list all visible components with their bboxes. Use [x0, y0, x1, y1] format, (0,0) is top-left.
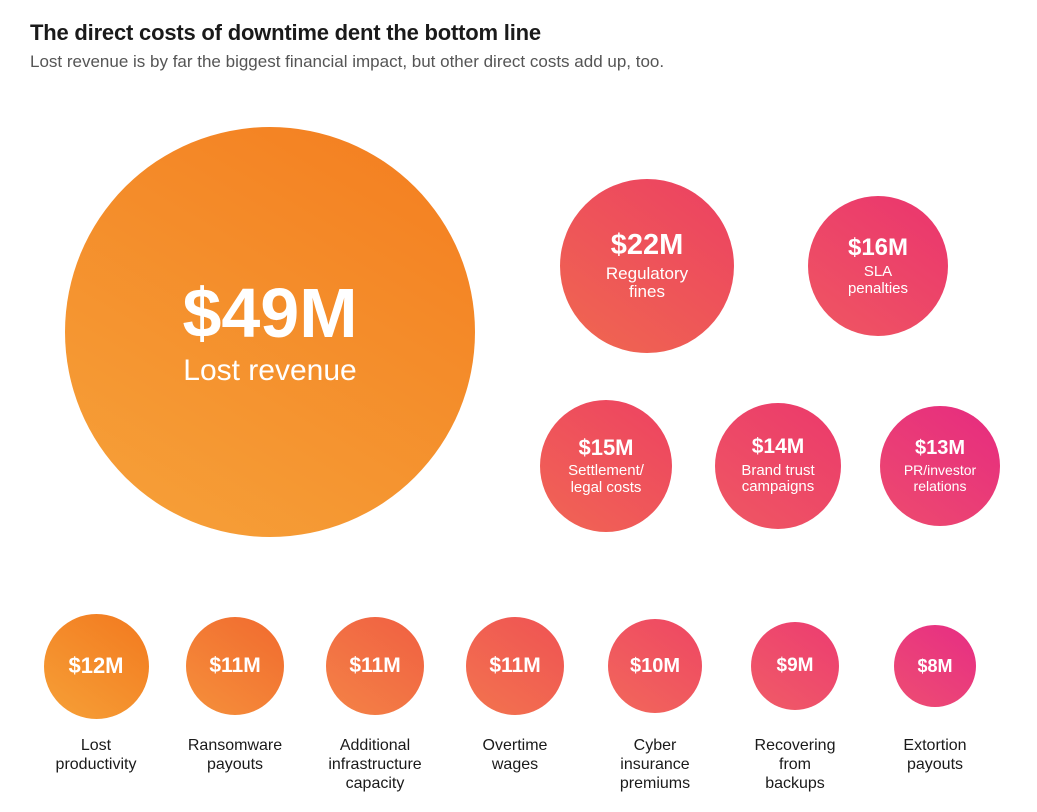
- bubble-value-brand-trust: $14M: [752, 436, 805, 458]
- bubble-lost-productivity: $12M: [44, 614, 149, 719]
- bubble-value-cyber-insurance: $10M: [630, 656, 680, 677]
- bubble-ext-label-extortion-payouts: Extortion payouts: [903, 736, 966, 774]
- bubble-ext-label-lost-productivity: Lost productivity: [56, 736, 137, 774]
- bubble-ext-label-cyber-insurance: Cyber insurance premiums: [620, 736, 690, 794]
- bubble-recovering-backups: $9M: [751, 622, 839, 710]
- bubble-ext-label-additional-infra: Additional infrastructure capacity: [328, 736, 421, 794]
- bubble-value-overtime-wages: $11M: [489, 655, 540, 677]
- bubble-ext-label-overtime-wages: Overtime wages: [483, 736, 548, 774]
- bubble-value-recovering-backups: $9M: [777, 656, 814, 676]
- bubble-sla-penalties: $16M SLA penalties: [808, 196, 948, 336]
- bubble-value-extortion-payouts: $8M: [917, 657, 952, 676]
- page: The direct costs of downtime dent the bo…: [0, 0, 1037, 812]
- bubble-extortion-payouts: $8M: [894, 625, 976, 707]
- bubble-ransomware: $11M: [186, 617, 284, 715]
- bubble-label-pr-investor: PR/investor relations: [904, 463, 976, 494]
- bubble-value-pr-investor: $13M: [915, 438, 965, 459]
- bubble-label-regulatory-fines: Regulatory fines: [606, 265, 688, 302]
- bubble-cyber-insurance: $10M: [608, 619, 702, 713]
- bubble-regulatory-fines: $22M Regulatory fines: [560, 179, 734, 353]
- bubble-value-lost-productivity: $12M: [68, 654, 123, 677]
- bubble-settlement-legal: $15M Settlement/ legal costs: [540, 400, 672, 532]
- bubble-label-sla-penalties: SLA penalties: [848, 264, 908, 297]
- bubble-label-brand-trust: Brand trust campaigns: [741, 463, 814, 496]
- bubble-value-ransomware: $11M: [209, 655, 260, 677]
- bubble-value-lost-revenue: $49M: [182, 277, 357, 351]
- bubble-chart-canvas: $49MLost revenue $22M Regulatory fines $16M…: [30, 96, 1007, 796]
- bubble-overtime-wages: $11M: [466, 617, 564, 715]
- bubble-brand-trust: $14M Brand trust campaigns: [715, 403, 841, 529]
- bubble-value-regulatory-fines: $22M: [611, 230, 684, 260]
- bubble-additional-infra: $11M: [326, 617, 424, 715]
- bubble-value-additional-infra: $11M: [349, 655, 400, 677]
- bubble-value-settlement-legal: $15M: [578, 436, 633, 459]
- bubble-label-lost-revenue: Lost revenue: [183, 354, 356, 387]
- bubble-lost-revenue: $49MLost revenue: [65, 127, 475, 537]
- bubble-ext-label-ransomware: Ransomware payouts: [188, 736, 282, 774]
- bubble-pr-investor: $13M PR/investor relations: [880, 406, 1000, 526]
- page-title: The direct costs of downtime dent the bo…: [30, 20, 1007, 46]
- bubble-label-settlement-legal: Settlement/ legal costs: [568, 463, 644, 496]
- bubble-ext-label-recovering-backups: Recovering from backups: [755, 736, 836, 794]
- bubble-value-sla-penalties: $16M: [848, 235, 908, 260]
- page-subtitle: Lost revenue is by far the biggest finan…: [30, 52, 1007, 72]
